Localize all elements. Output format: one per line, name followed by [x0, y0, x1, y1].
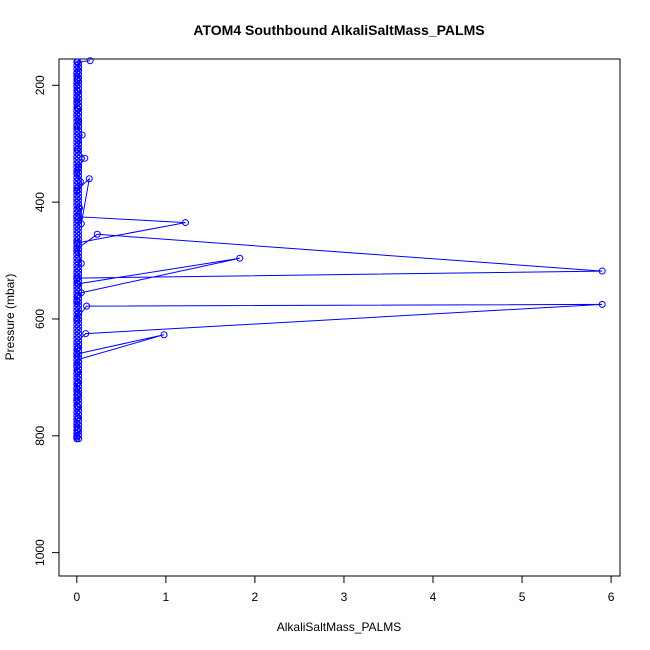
data-point	[598, 267, 606, 275]
data-point	[77, 289, 85, 297]
data-point	[83, 302, 91, 310]
y-tick-label: 1000	[33, 539, 47, 566]
data-point	[77, 259, 85, 267]
data-point	[78, 131, 86, 139]
data-point	[75, 163, 83, 171]
data-point	[74, 58, 82, 66]
data-point	[181, 219, 189, 227]
x-tick-label: 5	[519, 590, 526, 604]
data-point	[82, 330, 90, 338]
data-point	[598, 300, 606, 308]
x-axis-label: AlkaliSaltMass_PALMS	[277, 620, 402, 634]
y-tick-label: 200	[33, 75, 47, 95]
data-point	[75, 309, 83, 317]
data-point	[86, 57, 94, 65]
y-axis-label: Pressure (mbar)	[3, 274, 17, 361]
data-point	[76, 178, 84, 186]
data-point	[73, 213, 81, 221]
data-point	[93, 230, 101, 238]
data-point	[73, 338, 81, 346]
data-point	[73, 435, 81, 443]
series-line	[76, 60, 603, 439]
chart-title: ATOM4 Southbound AlkaliSaltMass_PALMS	[193, 22, 484, 38]
x-tick-label: 1	[163, 590, 170, 604]
data-point	[85, 175, 93, 183]
data-point	[73, 122, 81, 130]
data-point	[81, 154, 89, 162]
data-point	[75, 204, 83, 212]
x-tick-label: 4	[430, 590, 437, 604]
data-point	[73, 239, 81, 247]
data-point	[236, 254, 244, 262]
data-point	[75, 118, 83, 126]
data-point	[73, 186, 81, 194]
y-axis: 200 400 600 800 1000	[33, 75, 60, 566]
x-tick-label: 2	[252, 590, 259, 604]
x-tick-label: 0	[73, 590, 80, 604]
x-axis: 0 1 2 3 4 5 6	[73, 575, 615, 604]
y-tick-label: 600	[33, 309, 47, 329]
data-point	[77, 220, 85, 228]
y-tick-label: 800	[33, 425, 47, 445]
data-point	[160, 331, 168, 339]
plot-frame	[58, 58, 621, 577]
x-tick-label: 6	[608, 590, 615, 604]
data-point	[73, 274, 81, 282]
x-tick-label: 3	[341, 590, 348, 604]
y-tick-label: 400	[33, 192, 47, 212]
data-point	[75, 140, 83, 148]
series-layer	[73, 57, 606, 443]
